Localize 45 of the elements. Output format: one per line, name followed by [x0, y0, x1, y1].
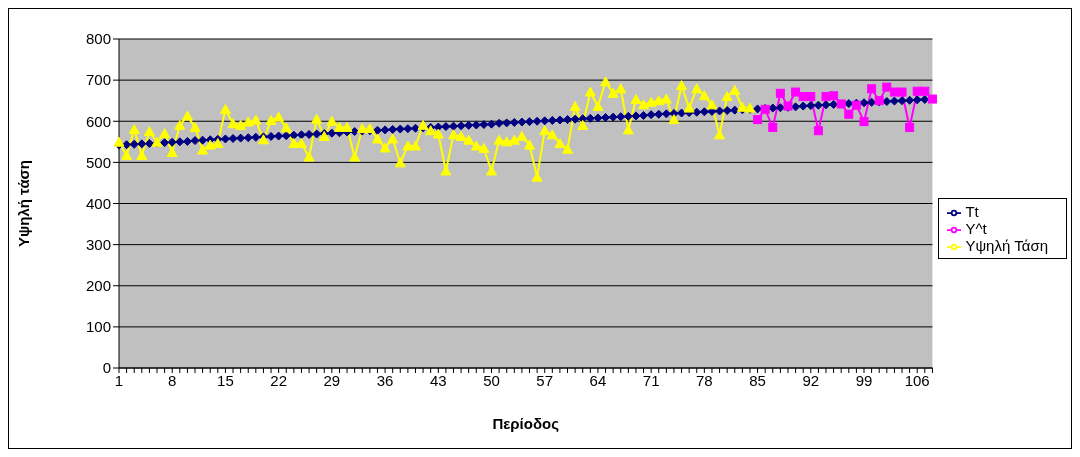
y-tick-label: 100 [85, 318, 111, 336]
legend-label: Y^t [965, 219, 987, 237]
x-tick-label: 43 [429, 371, 447, 389]
y-tick-label: 300 [85, 235, 111, 253]
y-tick-label: 200 [85, 277, 111, 295]
x-axis-title: Περίοδος [492, 414, 560, 432]
point [791, 87, 801, 97]
x-tick-label: 15 [217, 371, 234, 389]
point [905, 122, 915, 132]
x-tick-label: 22 [270, 371, 287, 389]
point [859, 117, 869, 127]
point [821, 92, 831, 102]
x-tick-label: 85 [749, 371, 766, 389]
legend-label: Υψηλή Τάση [965, 237, 1048, 255]
point [920, 86, 930, 96]
point [768, 122, 778, 132]
y-tick-label: 0 [102, 359, 111, 377]
x-tick-label: 99 [855, 371, 873, 389]
point [753, 115, 763, 125]
x-tick-label: 8 [168, 371, 177, 389]
point [844, 109, 854, 119]
x-tick-label: 78 [696, 371, 713, 389]
point [813, 126, 823, 136]
legend-label: Tt [965, 202, 979, 220]
y-tick-label: 700 [85, 71, 111, 89]
y-tick-label: 800 [85, 30, 111, 48]
y-tick-label: 500 [85, 153, 111, 171]
y-tick-label: 600 [85, 112, 111, 130]
x-tick-label: 36 [376, 371, 394, 389]
y-tick-label: 400 [85, 194, 111, 212]
y-axis-title: Υψηλή τάση [15, 159, 33, 248]
point [882, 82, 892, 92]
x-tick-label: 1 [114, 371, 124, 389]
point [897, 87, 907, 97]
point [829, 91, 839, 101]
x-tick-label: 57 [536, 371, 554, 389]
point [775, 88, 785, 98]
point [806, 92, 816, 102]
x-tick-label: 64 [589, 371, 607, 389]
x-tick-label: 71 [642, 371, 660, 389]
point [867, 84, 877, 94]
x-tick-label: 29 [323, 371, 341, 389]
x-tick-label: 106 [904, 371, 930, 389]
x-tick-label: 92 [802, 371, 820, 389]
x-tick-label: 50 [483, 371, 500, 389]
